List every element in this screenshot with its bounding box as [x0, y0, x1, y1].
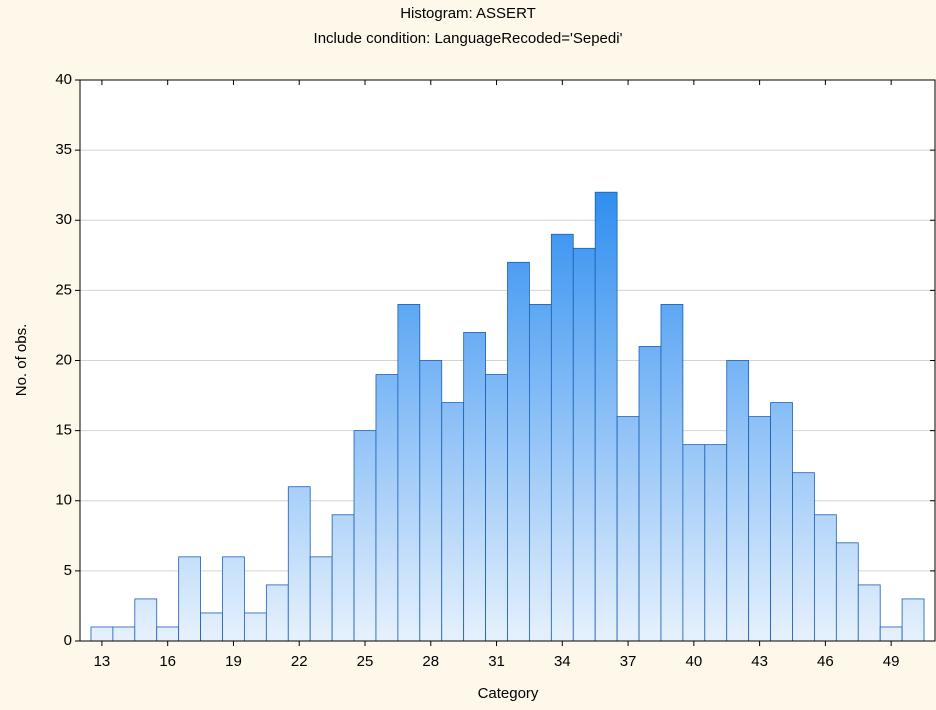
x-tick-label: 13 — [94, 653, 111, 670]
y-tick-label: 20 — [55, 351, 72, 368]
bar — [748, 416, 771, 642]
bar — [901, 598, 925, 642]
bar — [792, 472, 815, 642]
x-tick-label: 37 — [620, 653, 637, 670]
bar — [529, 303, 552, 642]
bar — [134, 598, 158, 642]
plot-frame — [79, 79, 936, 642]
x-tick-label: 46 — [817, 653, 834, 670]
bar — [835, 542, 859, 642]
x-tick-label: 31 — [488, 653, 505, 670]
bar — [638, 346, 662, 642]
bar — [682, 444, 706, 642]
bar — [112, 626, 136, 642]
bar — [857, 584, 881, 642]
y-tick-label: 35 — [55, 141, 72, 158]
y-tick-label: 40 — [55, 71, 72, 88]
chart-title: Histogram: ASSERT — [400, 5, 536, 22]
bar — [353, 430, 377, 642]
bar — [572, 247, 596, 642]
bar — [375, 374, 399, 642]
x-tick-label: 25 — [357, 653, 374, 670]
bar — [441, 402, 465, 642]
y-tick-label: 15 — [55, 422, 72, 439]
bar — [397, 303, 421, 642]
bar — [507, 261, 530, 642]
bar — [178, 556, 201, 642]
bar — [287, 486, 311, 642]
bar — [594, 191, 618, 642]
bar — [726, 360, 750, 642]
bar — [222, 556, 245, 642]
y-tick-label: 0 — [64, 632, 72, 649]
y-tick-label: 5 — [64, 562, 72, 579]
bar — [90, 626, 114, 642]
x-axis-label: Category — [478, 685, 539, 702]
bar — [331, 514, 355, 642]
x-tick-label: 16 — [159, 653, 176, 670]
bar — [309, 556, 333, 642]
x-tick-label: 49 — [883, 653, 900, 670]
x-tick-label: 19 — [225, 653, 242, 670]
y-axis-label: No. of obs. — [13, 324, 30, 397]
bar — [156, 626, 180, 642]
y-tick-label: 25 — [55, 281, 72, 298]
x-tick-label: 43 — [751, 653, 768, 670]
bar — [463, 332, 486, 642]
y-tick-label: 10 — [55, 492, 72, 509]
x-tick-label: 34 — [554, 653, 571, 670]
bar — [200, 612, 223, 642]
x-tick-label: 40 — [686, 653, 703, 670]
bar — [879, 626, 903, 642]
bar — [770, 402, 793, 642]
bar — [660, 303, 684, 642]
bar — [704, 444, 728, 642]
bar — [616, 416, 640, 642]
bar — [244, 612, 267, 642]
chart-subtitle: Include condition: LanguageRecoded='Sepe… — [314, 30, 623, 47]
bar — [814, 514, 837, 642]
x-tick-label: 28 — [422, 653, 439, 670]
x-tick-label: 22 — [291, 653, 308, 670]
bar — [550, 233, 574, 642]
bar — [419, 360, 443, 642]
y-tick-label: 30 — [55, 211, 72, 228]
bar — [485, 374, 508, 642]
bar — [265, 584, 289, 642]
